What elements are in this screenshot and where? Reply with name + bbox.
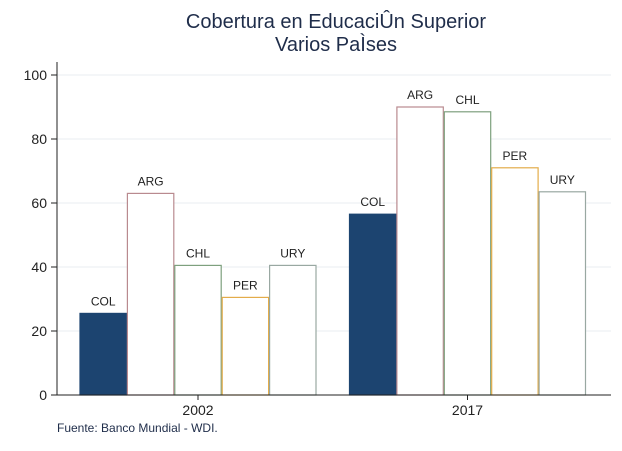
y-tick-label-0: 0 bbox=[39, 387, 47, 403]
y-tick-label-40: 40 bbox=[31, 259, 47, 275]
bar-label-col-2017: COL bbox=[360, 195, 385, 209]
axes: 0 20 40 60 80 100 2002 2017 bbox=[24, 62, 611, 418]
bar-per-2017 bbox=[491, 167, 539, 396]
bar-label-arg-2017: ARG bbox=[407, 88, 433, 102]
bar-chl-2002 bbox=[174, 264, 222, 396]
bar-per-2002 bbox=[221, 296, 270, 396]
bar-col-2017 bbox=[348, 213, 397, 396]
bar-label-arg-2002: ARG bbox=[138, 174, 164, 188]
bar-label-per-2017: PER bbox=[503, 149, 528, 163]
bar-label-chl-2002: CHL bbox=[186, 246, 210, 260]
x-tick-label-2017: 2017 bbox=[452, 402, 483, 418]
source-note: Fuente: Banco Mundial - WDI. bbox=[57, 421, 218, 435]
bar-label-ury-2002: URY bbox=[280, 246, 305, 260]
bar-label-chl-2017: CHL bbox=[455, 93, 479, 107]
chart-subtitle: Varios PaÌses bbox=[275, 33, 397, 56]
bar-col-2002 bbox=[79, 312, 128, 396]
bar-label-per-2002: PER bbox=[233, 278, 258, 292]
y-tick-label-80: 80 bbox=[31, 131, 47, 147]
y-tick-label-20: 20 bbox=[31, 323, 47, 339]
bar-ury-2002 bbox=[269, 264, 317, 396]
bar-label-col-2002: COL bbox=[91, 294, 116, 308]
chart-title: Cobertura en EducaciÛn Superior bbox=[186, 10, 487, 33]
bar-arg-2002 bbox=[126, 192, 175, 396]
y-tick-label-60: 60 bbox=[31, 195, 47, 211]
x-tick-label-2002: 2002 bbox=[182, 402, 213, 418]
bar-label-ury-2017: URY bbox=[550, 173, 575, 187]
bars: COL ARG CHL PER URY COL ARG CHL PER URY bbox=[79, 88, 587, 396]
y-tick-label-100: 100 bbox=[24, 67, 48, 83]
bar-arg-2017 bbox=[396, 106, 444, 396]
bar-ury-2017 bbox=[538, 191, 587, 396]
bar-chl-2017 bbox=[443, 111, 492, 396]
